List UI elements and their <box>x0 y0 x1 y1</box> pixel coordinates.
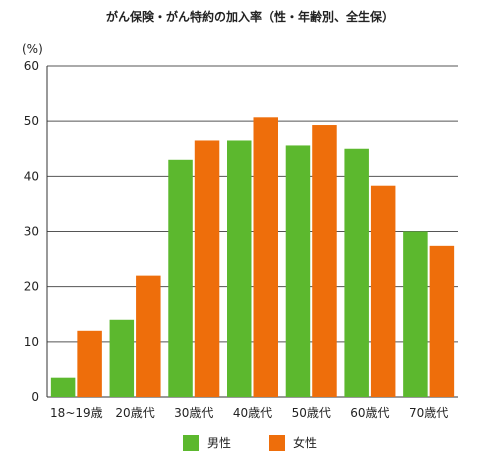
legend-item-male: 男性 <box>182 434 231 451</box>
bar <box>50 377 76 397</box>
x-tick-label: 18~19歳 <box>50 406 103 420</box>
y-tick-label: 30 <box>24 225 39 239</box>
bar <box>136 275 161 397</box>
y-tick-label: 10 <box>24 335 39 349</box>
bar <box>312 125 337 398</box>
bar <box>429 245 455 397</box>
x-tick-label: 40歳代 <box>233 406 272 420</box>
legend-item-female: 女性 <box>269 434 317 451</box>
bar <box>344 148 369 397</box>
bar <box>253 117 278 398</box>
y-axis-unit: (%) <box>22 42 43 56</box>
y-tick-label: 60 <box>24 59 39 73</box>
bar <box>77 330 102 397</box>
x-tick-label: 50歳代 <box>292 406 331 420</box>
y-tick-label: 40 <box>24 169 39 183</box>
legend-label-male: 男性 <box>206 436 231 450</box>
x-tick-label: 60歳代 <box>350 406 389 420</box>
legend-swatch-male <box>182 434 199 451</box>
bar <box>403 231 428 397</box>
legend-label-female: 女性 <box>293 436 318 450</box>
x-tick-label: 70歳代 <box>409 406 448 420</box>
y-tick-label: 20 <box>24 280 39 294</box>
bar <box>227 140 252 397</box>
x-tick-label: 30歳代 <box>174 406 213 420</box>
y-tick-label: 50 <box>24 114 39 128</box>
bar-chart: 0 10 20 30 40 50 60 18~19歳 20歳代 30歳代 40歳代 50歳代 60歳代 7… <box>24 59 458 420</box>
bar <box>194 140 220 397</box>
x-tick-label: 20歳代 <box>115 406 154 420</box>
legend-swatch-female <box>269 434 285 451</box>
bar <box>285 145 311 397</box>
legend: 男性 女性 <box>0 434 500 451</box>
bar <box>168 159 193 397</box>
chart-title: がん保険・がん特約の加入率（性・年齢別、全生保） <box>105 10 394 24</box>
bar <box>370 185 396 397</box>
y-tick-label: 0 <box>31 390 39 404</box>
bar <box>109 319 135 397</box>
